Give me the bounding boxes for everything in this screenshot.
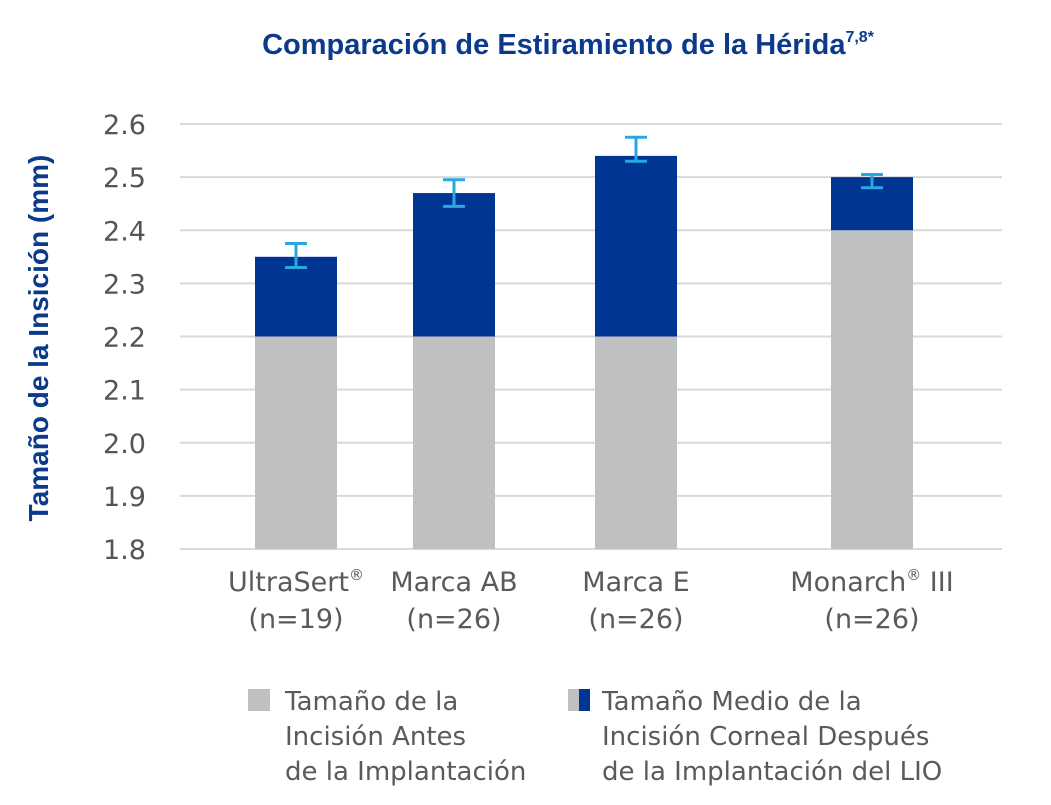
error-bar-3 <box>861 172 883 190</box>
y-tick-label: 2.0 <box>103 429 146 460</box>
category-suffix: III <box>921 567 953 598</box>
x-tick-label-name: Marca AB <box>390 567 517 598</box>
chart-title-main: Comparación de Estiramiento de la Hérida <box>262 29 846 61</box>
category-name: UltraSert <box>228 567 349 598</box>
bar-before-1 <box>413 336 495 549</box>
y-tick-labels: 2.6 2.5 2.4 2.3 2.2 2.1 2.0 1.9 1.8 <box>103 110 146 566</box>
bar-before-3 <box>831 230 913 549</box>
x-tick-label-n: (n=19) <box>248 604 343 635</box>
legend-swatch-after-right <box>579 689 590 711</box>
error-bar-2 <box>625 135 647 163</box>
y-tick-label: 1.8 <box>103 535 146 566</box>
y-tick-label: 2.2 <box>103 323 146 354</box>
x-tick-label-name: Monarch® III <box>790 566 953 598</box>
category-name: Monarch <box>790 567 906 598</box>
y-tick-label: 1.9 <box>103 482 146 513</box>
bar-after-2 <box>595 155 677 337</box>
bar-after-0 <box>255 256 337 337</box>
legend-label-after-line: Tamaño Medio de la <box>601 687 862 717</box>
legend-label-before-line: Incisión Antes <box>285 722 466 752</box>
y-tick-label: 2.5 <box>103 163 146 194</box>
legend-swatch-before <box>248 689 270 711</box>
legend-label-before-line: Tamaño de la <box>284 687 458 717</box>
y-tick-label: 2.3 <box>103 269 146 300</box>
bars <box>255 155 913 549</box>
legend-label-before-line: de la Implantación <box>285 757 526 787</box>
category-name: Marca AB <box>390 567 517 598</box>
bar-before-2 <box>595 336 677 549</box>
y-tick-label: 2.6 <box>103 110 146 141</box>
x-tick-label-n: (n=26) <box>588 604 683 635</box>
y-tick-label: 2.1 <box>103 376 146 407</box>
category-superscript: ® <box>349 566 364 584</box>
x-tick-label-n: (n=26) <box>824 604 919 635</box>
y-tick-label: 2.4 <box>103 216 146 247</box>
legend-item-before: Tamaño de la Incisión Antes de la Implanta… <box>248 687 526 787</box>
error-bars <box>285 135 883 269</box>
legend-label-after-line: de la Implantación del LIO <box>602 757 942 787</box>
x-tick-label-name: UltraSert® <box>228 566 364 598</box>
legend: Tamaño de la Incisión Antes de la Implanta… <box>248 687 942 787</box>
x-tick-labels: UltraSert®(n=19)Marca AB(n=26)Marca E(n=… <box>228 566 954 635</box>
error-bar-0 <box>285 242 307 269</box>
chart-title: Comparación de Estiramiento de la Hérida… <box>262 29 875 61</box>
category-name: Marca E <box>582 567 689 598</box>
category-superscript: ® <box>906 566 921 584</box>
x-tick-label-name: Marca E <box>582 567 689 598</box>
legend-item-after: Tamaño Medio de la Incisión Corneal Despu… <box>568 687 942 787</box>
legend-swatch-after-left <box>568 689 579 711</box>
error-bar-1 <box>443 178 465 208</box>
y-axis-label: Tamaño de la Insición (mm) <box>23 155 54 522</box>
bar-after-1 <box>413 193 495 337</box>
chart-title-superscript: 7,8* <box>845 29 874 46</box>
bar-before-0 <box>255 336 337 549</box>
x-tick-label-n: (n=26) <box>406 604 501 635</box>
legend-label-after-line: Incisión Corneal Después <box>602 722 929 752</box>
